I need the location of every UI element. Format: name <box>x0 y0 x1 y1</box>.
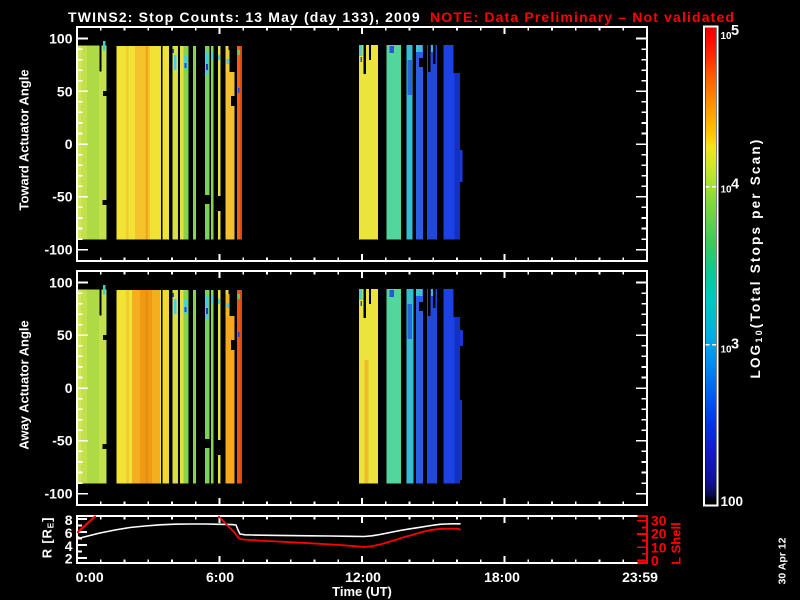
svg-text:10: 10 <box>721 31 733 42</box>
svg-text:50: 50 <box>57 327 73 343</box>
svg-text:TWINS2: Stop Counts: 13 May (d: TWINS2: Stop Counts: 13 May (day 133), 2… <box>68 9 421 25</box>
svg-text:3: 3 <box>731 337 739 353</box>
svg-text:0:00: 0:00 <box>76 569 104 585</box>
svg-text:100: 100 <box>49 275 73 291</box>
svg-text:-50: -50 <box>52 189 72 205</box>
svg-text:-100: -100 <box>44 485 72 501</box>
svg-text:30: 30 <box>651 513 667 529</box>
svg-text:30 Apr 12: 30 Apr 12 <box>777 537 789 584</box>
svg-text:6:00: 6:00 <box>206 569 234 585</box>
svg-text:10: 10 <box>721 185 733 196</box>
svg-text:100: 100 <box>49 31 73 47</box>
svg-text:0: 0 <box>651 552 659 568</box>
svg-text:4: 4 <box>65 538 73 554</box>
svg-text:20: 20 <box>651 526 667 542</box>
svg-text:NOTE: Data Preliminary – Not v: NOTE: Data Preliminary – Not validated <box>430 9 735 25</box>
svg-text:0: 0 <box>65 380 73 396</box>
svg-text:6: 6 <box>65 525 73 541</box>
svg-text:18:00: 18:00 <box>484 569 520 585</box>
svg-text:0: 0 <box>65 136 73 152</box>
svg-text:2: 2 <box>65 551 73 567</box>
svg-text:10: 10 <box>651 540 667 556</box>
svg-text:Toward Actuator Angle: Toward Actuator Angle <box>17 69 32 210</box>
svg-text:8: 8 <box>65 512 73 528</box>
svg-text:LOG10(Total Stops per Scan): LOG10(Total Stops per Scan) <box>748 138 764 379</box>
svg-text:100: 100 <box>721 494 744 509</box>
svg-text:4: 4 <box>731 177 739 193</box>
svg-text:-100: -100 <box>44 242 72 258</box>
svg-text:-50: -50 <box>52 433 72 449</box>
svg-text:Time (UT): Time (UT) <box>332 584 392 599</box>
svg-text:L Shell: L Shell <box>669 522 684 564</box>
svg-text:12:00: 12:00 <box>345 569 381 585</box>
svg-text:50: 50 <box>57 83 73 99</box>
svg-text:5: 5 <box>731 23 739 39</box>
svg-text:23:59: 23:59 <box>622 569 658 585</box>
svg-text:Away Actuator Angle: Away Actuator Angle <box>17 320 32 450</box>
svg-text:10: 10 <box>721 345 733 356</box>
